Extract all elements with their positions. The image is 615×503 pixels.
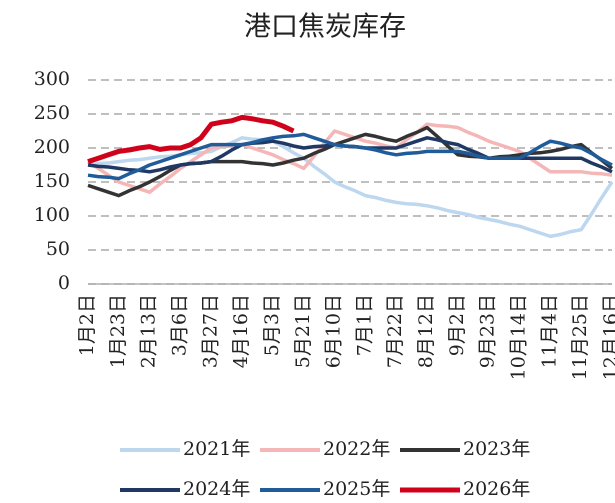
x-tick-label: 1月23日	[107, 294, 129, 368]
x-tick-label: 7月1日	[353, 294, 375, 356]
x-tick-label: 1月2日	[76, 294, 98, 356]
legend-label: 2026年	[463, 478, 530, 500]
y-tick-label: 100	[34, 204, 70, 226]
legend-label: 2025年	[323, 478, 390, 500]
x-tick-label: 3月6日	[168, 294, 190, 356]
y-tick-label: 200	[34, 136, 70, 158]
legend-label: 2022年	[323, 438, 390, 460]
x-tick-label: 11月25日	[569, 294, 591, 380]
x-tick-label: 9月2日	[446, 294, 468, 356]
y-tick-label: 250	[34, 102, 70, 124]
legend-label: 2023年	[463, 438, 530, 460]
y-tick-label: 300	[34, 68, 70, 90]
x-tick-label: 12月16日	[600, 294, 615, 380]
x-tick-label: 5月21日	[292, 294, 314, 368]
x-tick-label: 2月13日	[138, 294, 160, 368]
x-tick-label: 8月12日	[415, 294, 437, 368]
x-tick-label: 10月14日	[508, 294, 530, 380]
series-line	[87, 114, 295, 164]
legend-label: 2021年	[183, 438, 250, 460]
x-tick-label: 9月23日	[477, 294, 499, 368]
chart-title: 港口焦炭库存	[244, 12, 406, 43]
x-tick-label: 11月4日	[538, 294, 560, 368]
x-tick-label: 4月16日	[230, 294, 252, 368]
x-tick-label: 7月22日	[384, 294, 406, 368]
x-tick-label: 6月10日	[323, 294, 345, 368]
legend-label: 2024年	[183, 478, 250, 500]
y-tick-label: 0	[58, 272, 70, 294]
x-tick-label: 3月27日	[199, 294, 221, 368]
y-tick-label: 50	[46, 238, 70, 260]
series-line	[87, 132, 613, 181]
x-tick-label: 5月3日	[261, 294, 283, 356]
y-tick-label: 150	[34, 170, 70, 192]
